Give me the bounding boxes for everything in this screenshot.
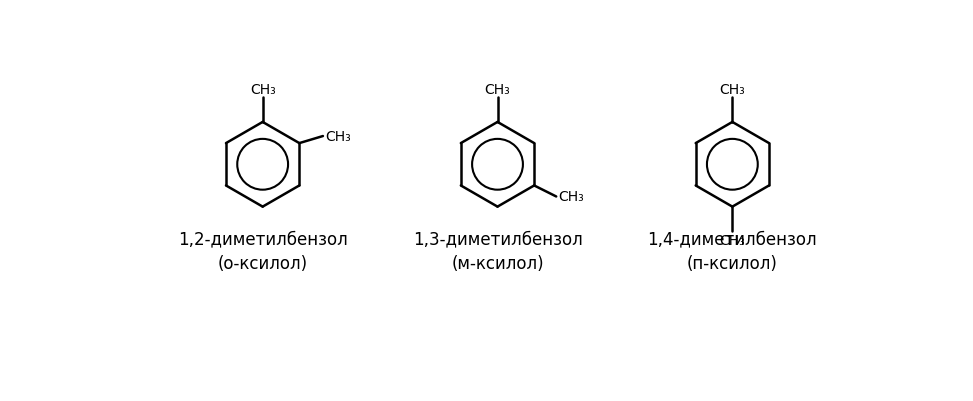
Text: (м-ксилол): (м-ксилол) bbox=[451, 255, 544, 273]
Text: CH₃: CH₃ bbox=[250, 83, 275, 97]
Text: 1,4-диметилбензол: 1,4-диметилбензол bbox=[648, 230, 817, 248]
Text: (о-ксилол): (о-ксилол) bbox=[218, 255, 307, 273]
Text: CH₃: CH₃ bbox=[325, 130, 351, 144]
Text: CH₃: CH₃ bbox=[485, 83, 511, 97]
Text: 1,3-диметилбензол: 1,3-диметилбензол bbox=[413, 230, 583, 248]
Text: (п-ксилол): (п-ксилол) bbox=[687, 255, 777, 273]
Text: CH₃: CH₃ bbox=[719, 233, 745, 247]
Text: CH₃: CH₃ bbox=[559, 190, 584, 204]
Text: 1,2-диметилбензол: 1,2-диметилбензол bbox=[178, 230, 347, 248]
Text: CH₃: CH₃ bbox=[719, 83, 745, 97]
